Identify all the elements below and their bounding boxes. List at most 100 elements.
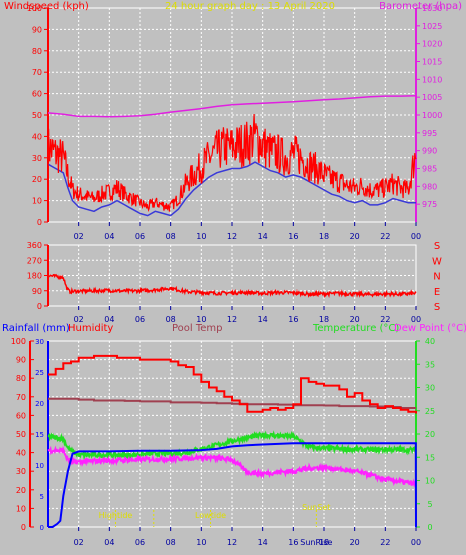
windspeed-ytick-label: 0 xyxy=(37,218,42,227)
legend-rainfall-mm-: Rainfall (mm) xyxy=(2,323,70,334)
humidity-ytick-label: 0 xyxy=(21,523,26,532)
barometer-ytick-label: 990 xyxy=(422,147,437,156)
temperature-line xyxy=(47,430,417,462)
annotation-sunset: SunSet xyxy=(302,503,330,512)
compass-label: S xyxy=(434,241,440,252)
rainfall-ytick-label: 5 xyxy=(40,493,44,501)
humidity-ytick-label: 50 xyxy=(16,430,26,439)
temperature-ytick-label: 25 xyxy=(425,407,435,416)
barometer-ytick-label: 980 xyxy=(422,182,437,191)
barometer-ytick-label: 995 xyxy=(422,129,437,138)
wind-panel-xtick-label: 20 xyxy=(350,232,360,241)
temperature-panel-xtick-label: 18 xyxy=(319,538,329,547)
temperature-panel-xtick-label: 02 xyxy=(74,538,84,547)
compass-label: E xyxy=(434,287,440,298)
humidity-ytick-label: 40 xyxy=(16,449,26,458)
humidity-line xyxy=(48,354,417,414)
wind-panel-xtick-label: 22 xyxy=(380,232,390,241)
temperature-ytick-label: 5 xyxy=(427,500,432,509)
direction-ytick-label: 0 xyxy=(37,302,42,311)
humidity-ytick-label: 80 xyxy=(16,374,26,383)
direction-panel-xtick-label: 12 xyxy=(227,315,237,324)
windspeed-ytick-label: 90 xyxy=(32,25,42,34)
rainfall-ytick-label: 20 xyxy=(35,400,44,408)
temperature-panel-xtick-label: 04 xyxy=(104,538,114,547)
humidity-ytick-label: 70 xyxy=(16,393,26,402)
temperature-ytick-label: 40 xyxy=(425,337,435,346)
temperature-panel-xtick-label: 16 xyxy=(288,538,298,547)
barometer-axis-label: Barometer (hpa) xyxy=(379,1,462,12)
temperature-ytick-label: 0 xyxy=(427,523,432,532)
wind-direction-line xyxy=(47,273,417,299)
barometer-ytick-label: 1030 xyxy=(422,4,442,13)
windspeed-ytick-label: 30 xyxy=(32,154,42,163)
humidity-ytick-label: 30 xyxy=(16,467,26,476)
temperature-ytick-label: 20 xyxy=(425,430,435,439)
annotation-hightide: Hightide xyxy=(99,511,133,520)
humidity-ytick-label: 20 xyxy=(16,486,26,495)
temperature-panel-xtick-label: 00 xyxy=(411,538,421,547)
wind-panel-xtick-label: 04 xyxy=(104,232,114,241)
humidity-ytick-label: 100 xyxy=(11,337,26,346)
wind-panel-xtick-label: 16 xyxy=(288,232,298,241)
wind-panel-xtick-label: 18 xyxy=(319,232,329,241)
humidity-ytick-label: 90 xyxy=(16,356,26,365)
windspeed-ytick-label: 100 xyxy=(27,4,42,13)
direction-panel-xtick-label: 18 xyxy=(319,315,329,324)
temperature-ytick-label: 30 xyxy=(425,384,435,393)
windspeed-line xyxy=(47,113,417,213)
wind-panel-xtick-label: 10 xyxy=(196,232,206,241)
barometer-line xyxy=(47,94,417,118)
wind-panel-xtick-label: 06 xyxy=(135,232,145,241)
windgust-line xyxy=(47,161,416,217)
wind-panel-xtick-label: 14 xyxy=(258,232,268,241)
compass-label: S xyxy=(434,302,440,313)
temperature-panel-xtick-label: 20 xyxy=(350,538,360,547)
direction-panel-xtick-label: 20 xyxy=(350,315,360,324)
barometer-ytick-label: 1015 xyxy=(422,58,442,67)
rainfall-ytick-label: 10 xyxy=(35,462,44,470)
rainfall-ytick-label: 25 xyxy=(35,369,44,377)
barometer-ytick-label: 1005 xyxy=(422,93,442,102)
temperature-ytick-label: 15 xyxy=(425,453,435,462)
pooltemp-line xyxy=(48,397,416,409)
direction-panel-xtick-label: 08 xyxy=(166,315,176,324)
temperature-ytick-label: 10 xyxy=(425,477,435,486)
temperature-ytick-label: 35 xyxy=(425,360,435,369)
rainfall-line xyxy=(48,442,417,528)
direction-panel-xtick-label: 02 xyxy=(74,315,84,324)
legend-pool-temp: Pool Temp xyxy=(172,323,223,334)
temperature-panel-xtick-label: 14 xyxy=(258,538,268,547)
direction-panel-xtick-label: 06 xyxy=(135,315,145,324)
barometer-ytick-label: 1010 xyxy=(422,75,442,84)
windspeed-ytick-label: 40 xyxy=(32,132,42,141)
chart-title: 24 hour graph day : 13 April 2020 xyxy=(165,1,335,12)
rainfall-ytick-label: 30 xyxy=(35,338,44,346)
legend-humidity: Humidity xyxy=(68,323,113,334)
direction-ytick-label: 360 xyxy=(27,241,42,250)
barometer-ytick-label: 1000 xyxy=(422,111,442,120)
humidity-ytick-label: 10 xyxy=(16,504,26,513)
windspeed-ytick-label: 70 xyxy=(32,68,42,77)
dewpoint-line xyxy=(47,445,417,488)
annotation-sunrise: SunRise xyxy=(300,538,332,547)
direction-panel-xtick-label: 14 xyxy=(258,315,268,324)
direction-panel-xtick-label: 22 xyxy=(380,315,390,324)
temperature-panel-xtick-label: 10 xyxy=(196,538,206,547)
rainfall-ytick-label: 15 xyxy=(35,431,44,439)
barometer-ytick-label: 1020 xyxy=(422,40,442,49)
temperature-panel-xtick-label: 12 xyxy=(227,538,237,547)
humidity-ytick-label: 60 xyxy=(16,411,26,420)
annotation-lowtide: Lowtide xyxy=(195,511,226,520)
temperature-panel-xtick-label: 08 xyxy=(166,538,176,547)
wind-panel-xtick-label: 02 xyxy=(74,232,84,241)
windspeed-ytick-label: 10 xyxy=(32,197,42,206)
direction-panel-xtick-label: 00 xyxy=(411,315,421,324)
legend-dew-point-c-: Dew Point (°C) xyxy=(394,323,466,334)
direction-panel-xtick-label: 16 xyxy=(288,315,298,324)
direction-panel-xtick-label: 04 xyxy=(104,315,114,324)
compass-label: W xyxy=(432,256,442,267)
temperature-panel-xtick-label: 06 xyxy=(135,538,145,547)
barometer-ytick-label: 1025 xyxy=(422,22,442,31)
